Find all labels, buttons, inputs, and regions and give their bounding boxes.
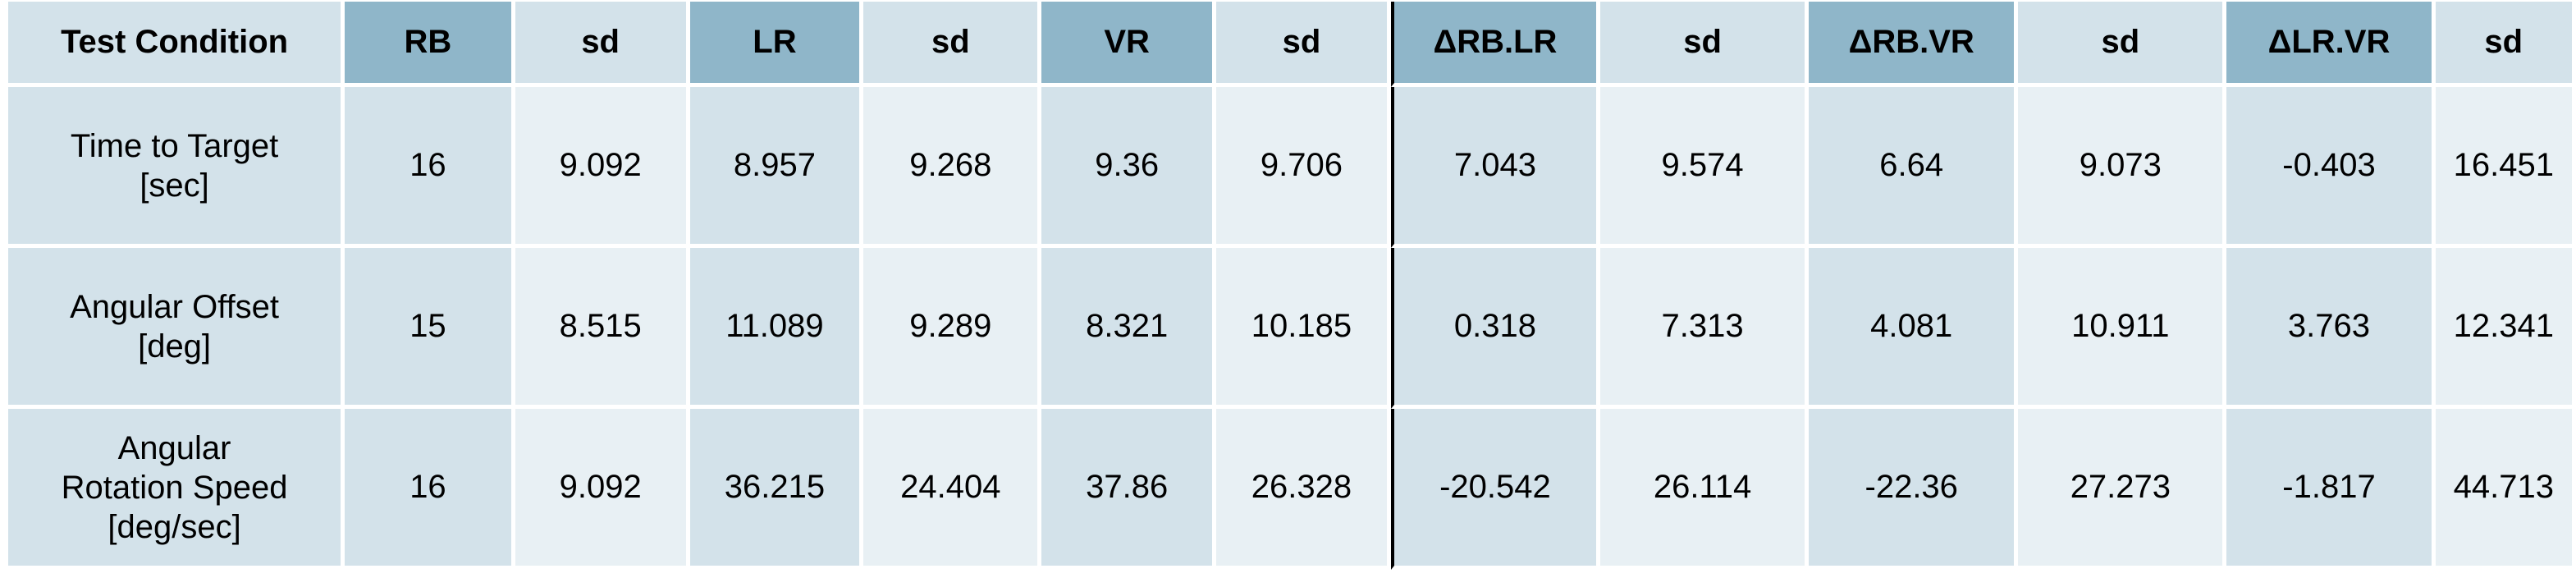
cell-sd: 9.092 [515,409,690,570]
row-label-line: Time to Target [70,127,279,164]
cell-sd: 26.328 [1216,409,1391,570]
header-sd: sd [1600,2,1810,87]
header-test-condition: Test Condition [8,2,345,87]
header-sd: sd [515,2,690,87]
row-label-line: [sec] [140,167,209,204]
header-row: Test Condition RB sd LR sd VR sd ΔRB.LR … [8,2,2572,87]
cell-sd: 27.273 [2018,409,2227,570]
header-sd: sd [2435,2,2572,87]
row-label: Angular Offset [deg] [8,248,345,409]
cell-vr: 37.86 [1041,409,1217,570]
cell-delta-lr-vr: 3.763 [2226,248,2436,409]
header-sd: sd [1216,2,1391,87]
table-row: Angular Rotation Speed [deg/sec] 16 9.09… [8,409,2572,570]
row-label: Time to Target [sec] [8,87,345,248]
cell-lr: 11.089 [689,248,864,409]
cell-delta-rb-vr: -22.36 [1809,409,2019,570]
cell-sd: 8.515 [515,248,690,409]
cell-delta-rb-vr: 4.081 [1809,248,2019,409]
cell-sd: 12.341 [2435,248,2572,409]
cell-sd: 9.092 [515,87,690,248]
cell-delta-rb-lr: -20.542 [1390,409,1601,570]
row-label-line: Rotation Speed [61,469,288,506]
cell-lr: 36.215 [689,409,864,570]
cell-sd: 9.289 [863,248,1042,409]
cell-sd: 9.574 [1600,87,1810,248]
header-sd: sd [2018,2,2227,87]
cell-sd: 9.268 [863,87,1042,248]
header-delta-rb-lr: ΔRB.LR [1390,2,1601,87]
cell-sd: 9.073 [2018,87,2227,248]
cell-sd: 24.404 [863,409,1042,570]
cell-delta-rb-lr: 7.043 [1390,87,1601,248]
table-row: Time to Target [sec] 16 9.092 8.957 9.26… [8,87,2572,248]
header-lr: LR [689,2,864,87]
cell-sd: 16.451 [2435,87,2572,248]
cell-sd: 10.185 [1216,248,1391,409]
results-table: Test Condition RB sd LR sd VR sd ΔRB.LR … [8,2,2572,570]
row-label-line: Angular Offset [70,288,280,325]
row-label: Angular Rotation Speed [deg/sec] [8,409,345,570]
cell-sd: 44.713 [2435,409,2572,570]
header-sd: sd [863,2,1042,87]
cell-rb: 15 [345,248,515,409]
cell-rb: 16 [345,87,515,248]
cell-sd: 7.313 [1600,248,1810,409]
header-delta-rb-vr: ΔRB.VR [1809,2,2019,87]
header-delta-lr-vr: ΔLR.VR [2226,2,2436,87]
header-vr: VR [1041,2,1217,87]
cell-sd: 10.911 [2018,248,2227,409]
cell-sd: 9.706 [1216,87,1391,248]
cell-rb: 16 [345,409,515,570]
row-label-line: [deg/sec] [108,508,241,545]
header-rb: RB [345,2,515,87]
cell-vr: 8.321 [1041,248,1217,409]
row-label-line: Angular [117,429,231,466]
cell-delta-rb-vr: 6.64 [1809,87,2019,248]
cell-sd: 26.114 [1600,409,1810,570]
cell-delta-rb-lr: 0.318 [1390,248,1601,409]
cell-delta-lr-vr: -0.403 [2226,87,2436,248]
cell-vr: 9.36 [1041,87,1217,248]
cell-lr: 8.957 [689,87,864,248]
row-label-line: [deg] [138,328,212,365]
table-row: Angular Offset [deg] 15 8.515 11.089 9.2… [8,248,2572,409]
cell-delta-lr-vr: -1.817 [2226,409,2436,570]
